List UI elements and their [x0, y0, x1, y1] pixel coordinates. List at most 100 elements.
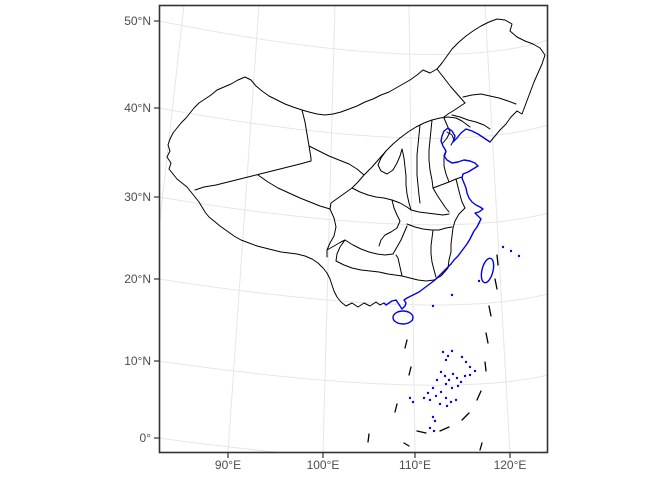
island-dot [441, 350, 445, 354]
boundary-dash [408, 366, 412, 376]
island-dot [446, 354, 450, 358]
highlighted-coastline [383, 127, 495, 325]
island-dot [517, 254, 521, 258]
island-dot [450, 386, 454, 390]
province-boundary [166, 18, 546, 308]
province-boundary [329, 174, 365, 210]
province-boundary [406, 223, 453, 231]
province-boundary [257, 174, 331, 210]
province-boundary [447, 207, 466, 269]
island-dot [449, 400, 453, 404]
x-axis-tick-label: 100°E [306, 458, 340, 472]
province-boundary [436, 68, 466, 104]
province-boundary [430, 229, 437, 278]
boundary-dash [394, 403, 398, 413]
island-dot [422, 396, 426, 400]
island-dot [431, 386, 435, 390]
province-boundary [301, 109, 312, 162]
island-dot [463, 374, 467, 378]
nine-dash-line [367, 254, 499, 451]
meridian-gridline [484, 5, 511, 453]
y-axis-tick-label: 50°N [124, 14, 151, 28]
province-boundary [194, 160, 312, 191]
province-boundary [432, 187, 450, 213]
hainan-island-outline [392, 310, 414, 325]
y-axis-tick-label: 40°N [124, 101, 151, 115]
province-boundary [451, 114, 491, 130]
island-dot [468, 365, 472, 369]
island-dot [434, 394, 438, 398]
island-dot [445, 404, 449, 408]
boundary-dash [479, 442, 483, 451]
boundary-dash [367, 433, 370, 443]
y-axis-tick-label: 20°N [124, 272, 151, 286]
parallel-gridline [159, 360, 548, 386]
island-dot [455, 376, 459, 380]
meridian-gridline [322, 5, 336, 453]
taiwan-island-outline [480, 257, 495, 284]
island-dot [431, 304, 435, 308]
axis-tick-marks [154, 20, 511, 458]
island-dot [464, 360, 468, 364]
island-dot [459, 380, 463, 384]
island-dot [435, 378, 439, 382]
island-dot [408, 396, 412, 400]
boundary-dash [485, 332, 489, 344]
island-dot [432, 429, 436, 433]
island-dot [444, 358, 448, 362]
island-dot [431, 415, 435, 419]
island-dot [454, 398, 458, 402]
parallel-gridline [159, 196, 548, 226]
island-dot [411, 400, 415, 404]
province-boundary [416, 124, 421, 204]
island-dot [428, 398, 432, 402]
x-axis-tick-label: 90°E [214, 458, 242, 472]
island-dot [433, 419, 437, 423]
province-boundary [392, 225, 408, 255]
province-boundary [446, 131, 455, 146]
island-dot [468, 373, 472, 377]
island-dot [439, 390, 443, 394]
y-axis-tick-label: 0° [139, 431, 151, 445]
province-boundary [442, 117, 451, 144]
island-dot [426, 391, 430, 395]
province-boundary [462, 93, 517, 105]
province-boundary [428, 119, 434, 189]
boundary-dash [416, 430, 427, 434]
island-dot [501, 245, 505, 249]
parallel-gridline [159, 107, 548, 139]
x-axis-tick-label: 110°E [399, 458, 431, 472]
parallel-gridline [159, 437, 548, 453]
province-boundary [377, 148, 403, 175]
meridian-gridline [227, 5, 260, 453]
province-boundary [410, 209, 450, 216]
province-boundary [344, 239, 394, 256]
parallel-gridline [159, 278, 548, 306]
boundary-dash [403, 442, 410, 447]
province-boundary [455, 178, 466, 209]
boundary-dash [404, 339, 408, 349]
y-axis-tick-label: 10°N [124, 354, 151, 368]
x-axis-tick-label: 120°E [493, 458, 527, 472]
island-dot [477, 279, 481, 283]
boundary-dash [494, 278, 498, 290]
province-boundary [443, 102, 466, 118]
island-dot [473, 369, 477, 373]
province-boundary [351, 187, 412, 211]
boundary-dash [496, 254, 499, 266]
meridian-gridline [408, 5, 416, 453]
island-dot [443, 374, 447, 378]
island-dot [460, 355, 464, 359]
island-dot [438, 402, 442, 406]
province-boundary [363, 116, 471, 176]
boundary-dash [476, 390, 482, 401]
y-axis-tick-label: 30°N [124, 190, 151, 204]
island-dot [450, 293, 454, 297]
island-dot [456, 384, 460, 388]
island-dot [450, 349, 454, 353]
mainland-coastline [383, 127, 491, 310]
province-boundary [401, 148, 412, 211]
boundary-dash [439, 426, 450, 432]
island-dot [439, 370, 443, 374]
